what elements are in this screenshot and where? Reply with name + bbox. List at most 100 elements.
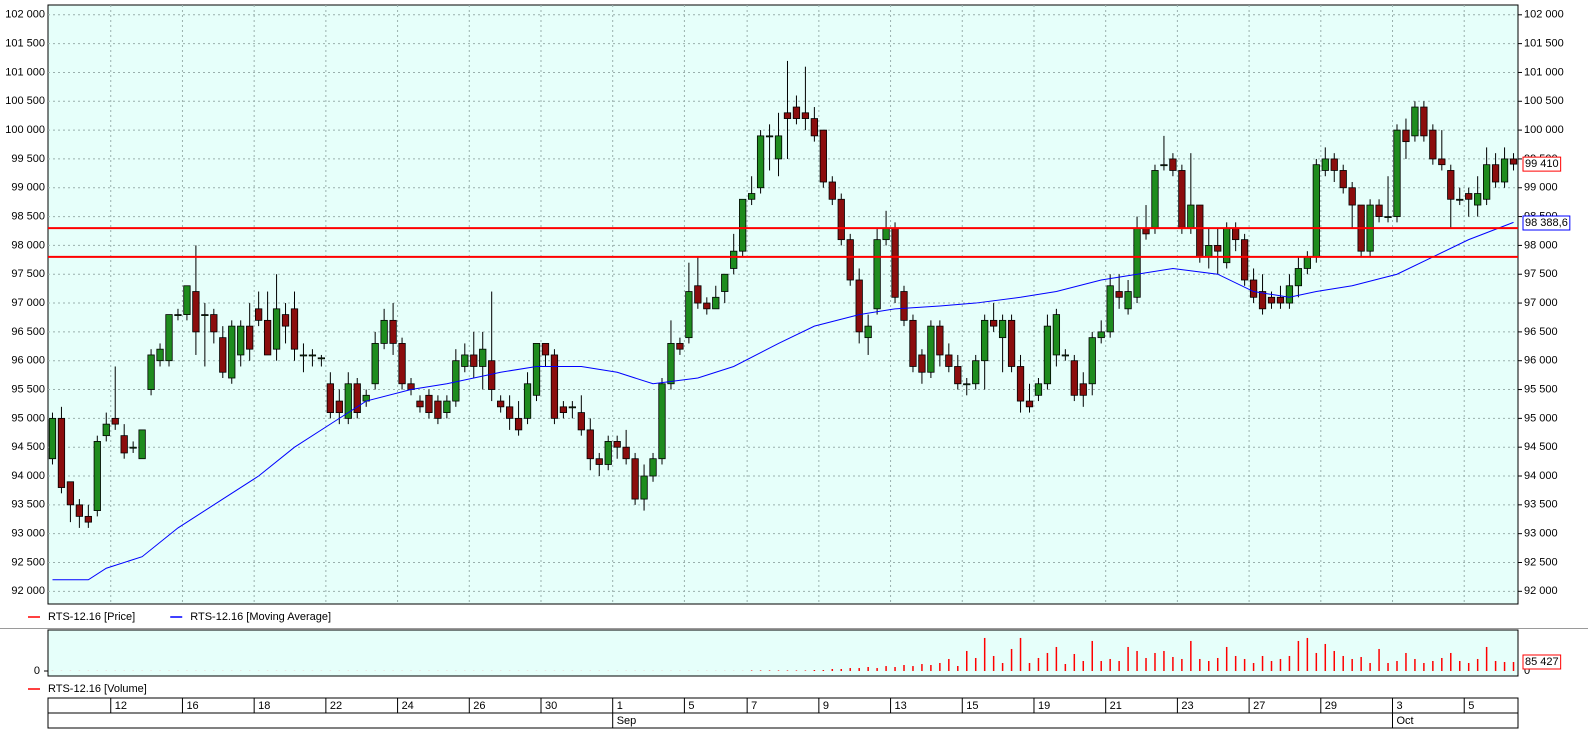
candle-body [523,383,532,419]
candle-body [1097,331,1105,339]
candle-body [228,325,236,379]
candle-body [1429,129,1437,160]
candle-body [1043,325,1052,385]
candle-body [1285,285,1294,304]
y-tick-label-right: 98 000 [1524,239,1558,251]
candle-body [290,308,299,350]
candle-body [1061,354,1069,357]
candle-body [730,250,738,269]
candle-body [1447,170,1455,200]
candle-body [783,112,792,119]
candle-body [1169,158,1177,171]
y-tick-label-right: 96 000 [1524,355,1558,367]
candle-body [882,227,890,241]
candle-body [640,475,648,500]
candle-body [174,314,182,316]
candle-body [1052,314,1061,356]
candle-body [192,291,200,333]
candle-body [550,354,559,419]
y-tick-label: 98 500 [11,210,45,222]
candle-body [1491,164,1500,183]
y-tick-label-right: 94 000 [1524,470,1558,482]
y-tick-label: 96 500 [11,326,45,338]
x-tick-label: 13 [895,700,907,712]
candle-body [505,406,514,419]
candle-body [998,319,1007,339]
x-tick-label: 21 [1110,700,1122,712]
candle-body [497,400,505,408]
candle-body [945,354,953,367]
candle-body [84,515,92,523]
candle-body [138,429,146,460]
candle-body [75,504,83,517]
candle-body [748,193,756,200]
candle-body [353,383,361,413]
candle-body [57,417,66,488]
y-tick-label: 92 000 [11,585,45,597]
y-tick-label-right: 97 000 [1524,297,1558,309]
candle-body [156,348,164,362]
candle-body [721,273,729,292]
candle-body [891,227,899,298]
candle-body [756,135,765,189]
candle-body [246,325,254,350]
candle-body [210,314,218,333]
x-tick-label: 15 [966,700,978,712]
candle-body [604,441,612,465]
y-tick-label-right: 100 500 [1524,95,1564,107]
candle-body [676,343,684,350]
candle-body [837,198,845,241]
candle-body [1420,106,1428,137]
candle-body [66,481,75,506]
candle-body [936,325,944,356]
candle-body [990,319,998,327]
candle-body [631,458,639,500]
candle-body [1240,239,1249,281]
candle-body [371,343,379,385]
candle-body [470,354,478,367]
candle-body [972,360,980,385]
candle-body [712,296,720,310]
candle-body [855,279,863,333]
candle-body [658,383,666,460]
x-tick-label: 26 [473,700,485,712]
candle-body [577,412,585,431]
x-tick-label: 30 [545,700,557,712]
x-tick-label: 7 [751,700,757,712]
candle-body [1232,227,1240,241]
candle-body [819,129,827,183]
candle-body [335,400,343,413]
x-tick-label: 12 [115,700,127,712]
candle-body [1500,158,1509,183]
candle-body [219,337,227,373]
x-tick-label: 27 [1253,700,1265,712]
y-tick-label-right: 0 [1524,665,1530,677]
last-value-label: 98 388,6 [1525,217,1568,229]
candle-body [416,400,424,408]
candle-body [595,458,603,465]
candle-body [1483,164,1491,200]
x-tick-label: 1 [617,700,623,712]
candle-body [1303,256,1311,269]
y-tick-label: 93 000 [11,528,45,540]
y-tick-label: 97 500 [11,268,45,280]
candle-body [703,302,711,310]
candle-body [1402,129,1410,143]
y-tick-label: 101 000 [5,66,45,78]
candle-body [541,343,550,356]
candle-body [514,417,523,431]
candle-body [111,417,119,425]
candle-body [344,383,352,419]
candle-body [1294,268,1303,287]
candle-body [1393,129,1401,217]
x-tick-label: 18 [258,700,270,712]
candle-body [1178,170,1186,229]
candle-body [255,308,263,321]
candle-body [1079,383,1087,396]
candle-body [326,383,334,413]
x-tick-label: 5 [688,700,694,712]
candle-body [810,118,818,137]
candle-body [864,325,872,339]
candle-body [434,400,442,419]
